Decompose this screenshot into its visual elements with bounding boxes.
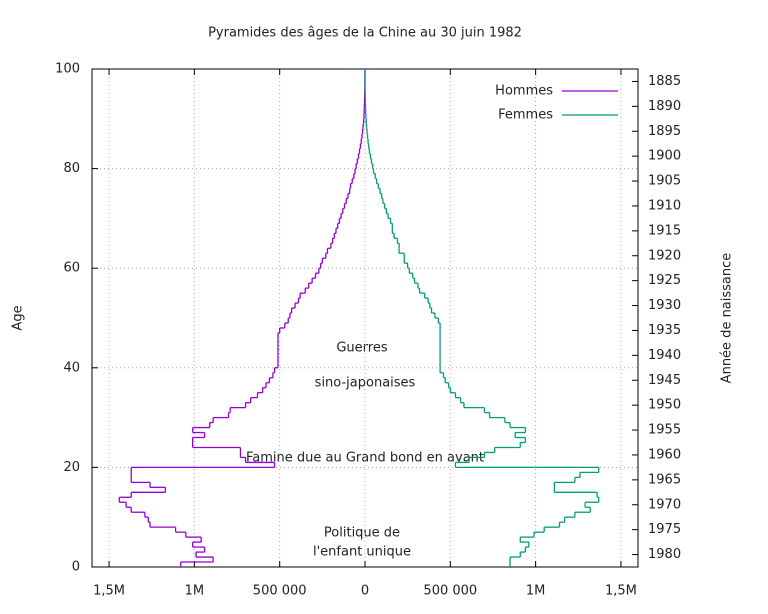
- y2-tick-label: 1975: [648, 522, 681, 537]
- x-tick-label: 1,5M: [93, 584, 125, 599]
- y2-tick-label: 1905: [648, 174, 681, 189]
- y-tick-label: 20: [63, 460, 80, 475]
- y-tick-label: 40: [63, 360, 80, 375]
- y2-tick-label: 1895: [648, 124, 681, 139]
- annotation: Politique de: [324, 526, 400, 541]
- y2-tick-label: 1885: [648, 74, 681, 89]
- y2-tick-label: 1960: [648, 447, 681, 462]
- annotation: Guerres: [336, 341, 387, 356]
- y2-tick-label: 1910: [648, 198, 681, 213]
- y2-tick-label: 1890: [648, 99, 681, 114]
- y2-tick-label: 1955: [648, 423, 681, 438]
- legend-label: Femmes: [498, 108, 553, 123]
- x-tick-label: 1M: [185, 584, 205, 599]
- y-tick-label: 80: [63, 161, 80, 176]
- y-tick-label: 60: [63, 261, 80, 276]
- y2-tick-label: 1950: [648, 398, 681, 413]
- y2-tick-label: 1920: [648, 248, 681, 263]
- y2-tick-label: 1945: [648, 373, 681, 388]
- y2-tick-label: 1925: [648, 273, 681, 288]
- x-tick-label: 500 000: [253, 584, 307, 599]
- annotation: Famine due au Grand bond en avant: [246, 451, 484, 466]
- y2-tick-label: 1965: [648, 472, 681, 487]
- annotation: l'enfant unique: [313, 545, 411, 560]
- y-axis-label: Age: [11, 305, 26, 330]
- x-tick-label: 500 000: [423, 584, 477, 599]
- y2-tick-label: 1935: [648, 323, 681, 338]
- y2-axis-label: Année de naissance: [720, 253, 735, 384]
- y2-tick-label: 1900: [648, 149, 681, 164]
- legend-label: Hommes: [495, 84, 553, 99]
- y2-tick-label: 1940: [648, 348, 681, 363]
- y-tick-label: 0: [72, 560, 80, 575]
- y2-tick-label: 1970: [648, 497, 681, 512]
- y2-tick-label: 1930: [648, 298, 681, 313]
- annotation: sino-japonaises: [315, 376, 416, 391]
- y-tick-label: 100: [55, 62, 80, 77]
- x-tick-label: 1,5M: [605, 584, 637, 599]
- x-tick-label: 0: [361, 584, 369, 599]
- y2-tick-label: 1980: [648, 547, 681, 562]
- chart-title: Pyramides des âges de la Chine au 30 jui…: [208, 26, 522, 41]
- x-tick-label: 1M: [526, 584, 546, 599]
- y2-tick-label: 1915: [648, 223, 681, 238]
